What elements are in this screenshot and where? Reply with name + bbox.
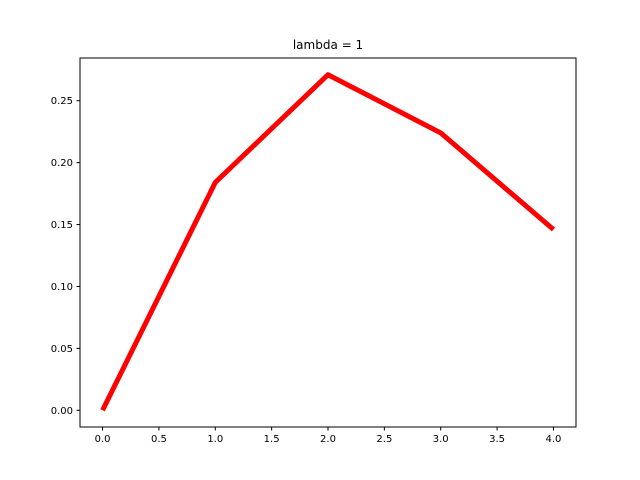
x-tick-label: 0.5 bbox=[151, 434, 167, 445]
x-tick-label: 2.5 bbox=[376, 434, 392, 445]
y-tick-label: 0.25 bbox=[51, 96, 73, 107]
x-tick-label: 1.5 bbox=[264, 434, 280, 445]
x-tick-label: 3.0 bbox=[433, 434, 449, 445]
x-tick-label: 0.0 bbox=[95, 434, 111, 445]
y-tick-label: 0.00 bbox=[51, 406, 73, 417]
x-tick-label: 3.5 bbox=[489, 434, 505, 445]
y-tick-label: 0.15 bbox=[51, 220, 73, 231]
series-layer bbox=[100, 72, 556, 412]
plot-frame bbox=[79, 57, 577, 428]
series-line bbox=[100, 72, 556, 412]
y-tick-label: 0.05 bbox=[51, 344, 73, 355]
x-tick-label: 4.0 bbox=[546, 434, 562, 445]
y-tick-label: 0.20 bbox=[51, 158, 73, 169]
x-tick-label: 1.0 bbox=[207, 434, 223, 445]
y-axis: 0.00 0.05 0.10 0.15 0.20 0.25 bbox=[51, 96, 80, 417]
x-tick-label: 2.0 bbox=[320, 434, 336, 445]
x-axis: 0.0 0.5 1.0 1.5 2.0 2.5 3.0 3.5 4.0 bbox=[95, 427, 562, 445]
y-tick-label: 0.10 bbox=[51, 282, 73, 293]
chart-title: lambda = 1 bbox=[293, 38, 363, 52]
